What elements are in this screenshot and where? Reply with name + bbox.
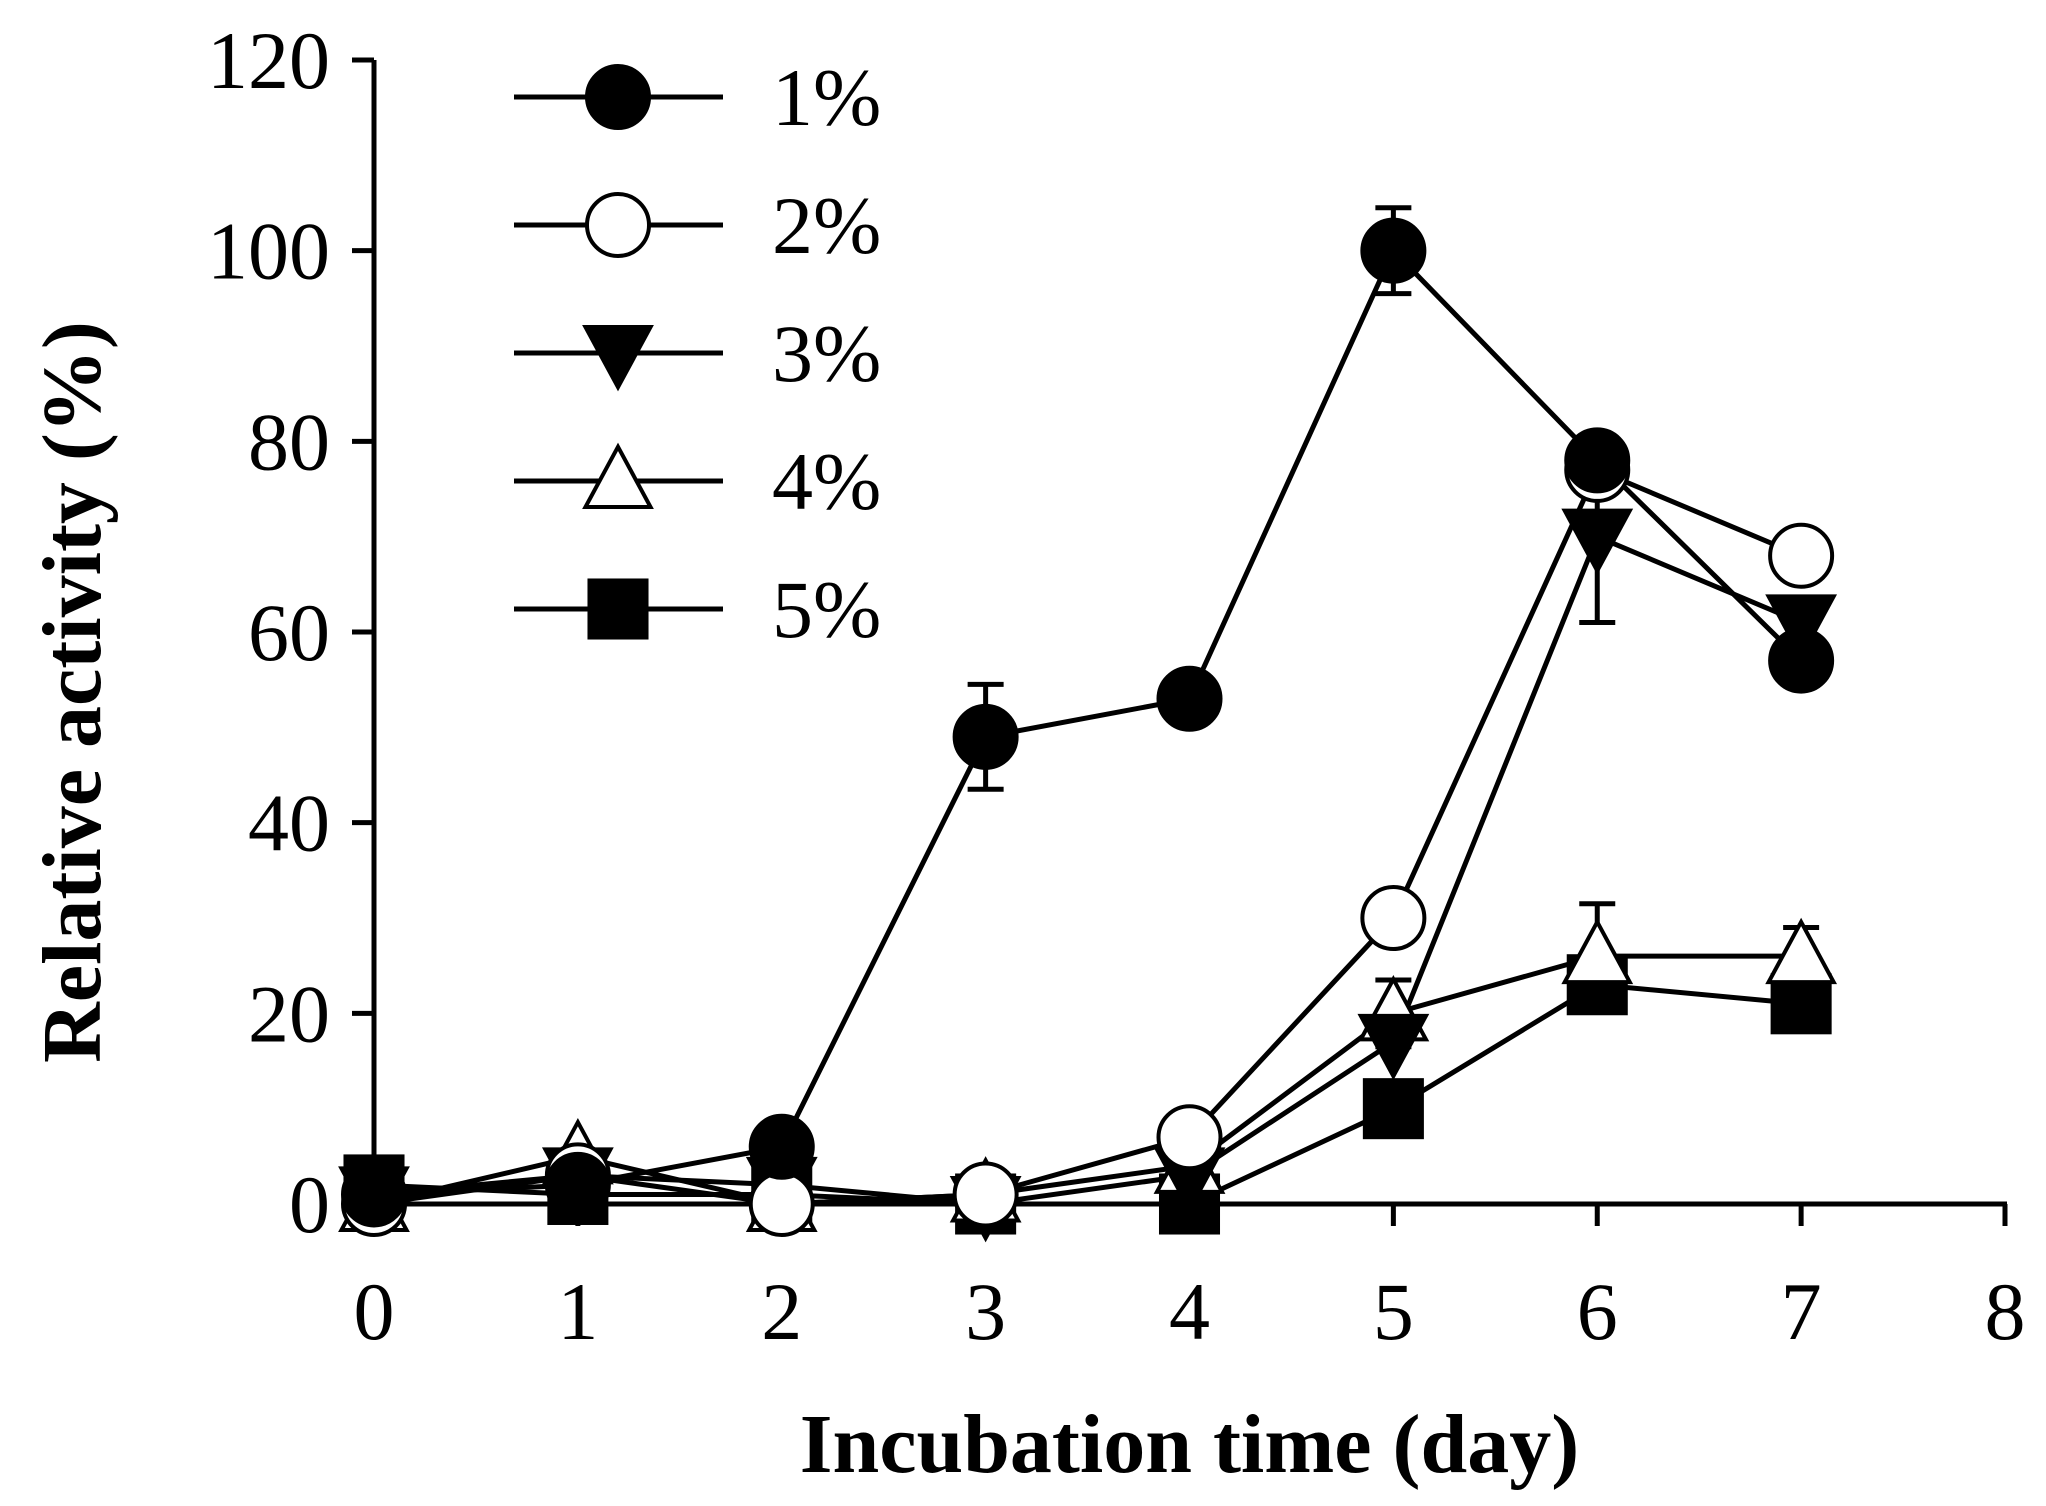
y-tick-label: 120 [207,15,330,106]
data-point-series-1 [341,1161,407,1228]
series-line-1 [373,248,1803,1197]
legend-label: 3% [772,308,881,399]
series-lines [373,248,1803,1207]
data-point-series-3 [1561,508,1634,576]
data-point-series-4 [1561,917,1634,985]
axes: 0 20 40 60 80 100 120 0 1 2 3 4 5 6 7 8 [207,15,2026,1357]
y-tick-label: 80 [248,396,330,487]
y-tick-label: 100 [207,206,330,297]
data-point-series-2 [1156,1104,1223,1171]
legend-label: 4% [772,436,881,527]
data-point-series-5 [1362,1078,1424,1140]
data-point-series-2 [748,1171,815,1237]
data-point-series-3 [1765,594,1838,661]
x-tick-label: 5 [1373,1266,1414,1357]
series-line-5 [373,982,1802,1207]
data-point-series-2 [952,1161,1019,1228]
data-point-series-1 [1360,217,1427,284]
data-point-series-1 [952,703,1019,770]
x-axis-title: Incubation time (day) [800,1398,1579,1491]
legend-entry: 5% [514,564,881,655]
series-line-3 [373,534,1803,1207]
data-point-series-1 [1156,665,1223,732]
data-point-series-3 [1357,1013,1430,1081]
y-tick-label: 60 [248,587,330,678]
legend-entry: 4% [514,436,881,527]
legend-marker [582,442,654,510]
series-line-4 [373,953,1802,1207]
data-point-series-1 [1768,627,1835,694]
y-tick-label: 0 [289,1159,330,1250]
x-tick-label: 6 [1577,1266,1618,1357]
x-tick-label: 3 [965,1266,1006,1357]
legend-label: 5% [772,564,881,655]
x-tick-label: 8 [1985,1266,2026,1357]
series-line-2 [373,467,1803,1207]
legend-marker [582,324,654,392]
data-point-series-2 [1360,885,1427,951]
legend-marker [585,192,651,258]
legend: 1% 2% 3% 4% 5% [514,52,881,655]
legend-label: 2% [772,180,881,271]
data-point-series-2 [1768,522,1835,589]
y-axis-title: Relative activity (%) [26,321,119,1063]
x-tick-label: 1 [557,1266,598,1357]
legend-entry: 1% [514,52,881,143]
x-tick-label: 7 [1781,1266,1822,1357]
legend-marker [587,578,649,640]
data-point-series-5 [1770,973,1832,1035]
x-tick-label: 2 [761,1266,802,1357]
y-tick-label: 20 [248,968,330,1059]
legend-entry: 2% [514,180,881,271]
data-point-series-1 [1564,427,1631,494]
legend-marker [585,64,651,130]
legend-entry: 3% [514,308,881,399]
data-point-series-1 [748,1113,815,1180]
x-tick-label: 0 [354,1266,395,1357]
data-point-series-4 [1765,917,1838,985]
legend-label: 1% [772,52,881,143]
data-point-series-1 [544,1151,611,1218]
x-tick-label: 4 [1169,1266,1210,1357]
data-markers [338,217,1838,1243]
y-tick-label: 40 [248,778,330,869]
